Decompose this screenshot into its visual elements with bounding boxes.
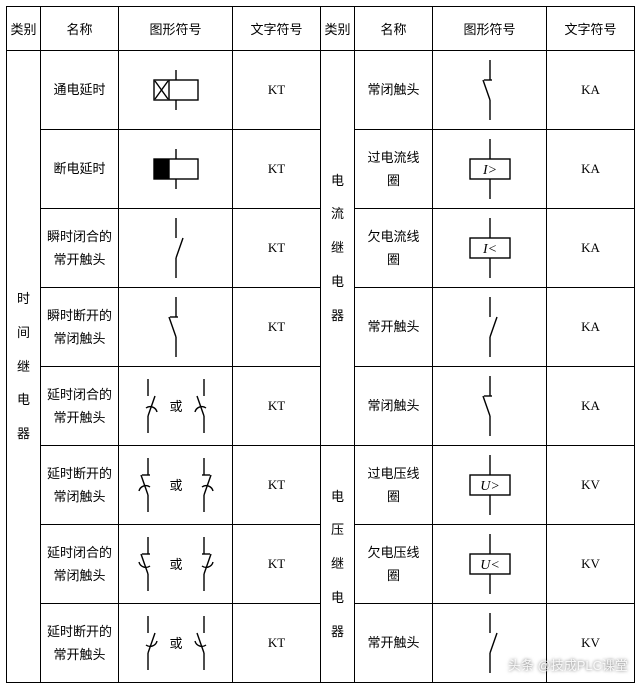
hdr-name-1: 名称 [41, 7, 119, 51]
name-cell: 延时断开的 常闭触头 [41, 446, 119, 525]
svg-text:I<: I< [481, 242, 496, 257]
nc-contact-icon [470, 60, 510, 120]
graphic-cell: 或 [119, 604, 233, 683]
hdr-category-2: 类别 [321, 7, 355, 51]
left-category: 时 间 继 电 器 [7, 51, 41, 683]
text-cell: KT [233, 604, 321, 683]
hdr-text-2: 文字符号 [547, 7, 635, 51]
table-row: 时 间 继 电 器 通电延时 KT 电 流 继 电 器 常闭触头 [7, 51, 635, 130]
graphic-cell [433, 288, 547, 367]
graphic-cell: I> [433, 130, 547, 209]
hdr-category-1: 类别 [7, 7, 41, 51]
name-cell: 延时断开的 常开触头 [41, 604, 119, 683]
svg-text:或: 或 [169, 478, 182, 493]
name-cell: 断电延时 [41, 130, 119, 209]
name-cell: 过电流线 圈 [355, 130, 433, 209]
text-cell: KT [233, 209, 321, 288]
undercurrent-coil-icon: I< [450, 218, 530, 278]
right-category-1: 电 流 继 电 器 [321, 51, 355, 446]
no-contact-icon [470, 613, 510, 673]
text-cell: KA [547, 288, 635, 367]
graphic-cell [119, 51, 233, 130]
text-cell: KT [233, 130, 321, 209]
graphic-cell [433, 604, 547, 683]
text-cell: KV [547, 446, 635, 525]
delay-close-no-icon: 或 [126, 376, 226, 436]
name-cell: 欠电流线 圈 [355, 209, 433, 288]
svg-text:或: 或 [169, 557, 182, 572]
off-delay-coil-icon [136, 149, 216, 189]
header-row: 类别 名称 图形符号 文字符号 类别 名称 图形符号 文字符号 [7, 7, 635, 51]
no-contact-icon [156, 218, 196, 278]
text-cell: KT [233, 288, 321, 367]
hdr-name-2: 名称 [355, 7, 433, 51]
text-cell: KT [233, 525, 321, 604]
text-cell: KT [233, 446, 321, 525]
no-contact-icon [470, 297, 510, 357]
graphic-cell: 或 [119, 525, 233, 604]
graphic-cell [433, 367, 547, 446]
svg-text:或: 或 [169, 636, 182, 651]
graphic-cell: 或 [119, 367, 233, 446]
name-cell: 常开触头 [355, 288, 433, 367]
name-cell: 延时闭合的 常开触头 [41, 367, 119, 446]
graphic-cell [119, 130, 233, 209]
graphic-cell: 或 [119, 446, 233, 525]
text-cell: KA [547, 130, 635, 209]
graphic-cell: I< [433, 209, 547, 288]
table-row: 延时断开的 常闭触头 或 [7, 446, 635, 525]
graphic-cell [433, 51, 547, 130]
text-cell: KV [547, 525, 635, 604]
name-cell: 欠电压线 圈 [355, 525, 433, 604]
delay-close-nc-icon: 或 [126, 534, 226, 594]
graphic-cell: U< [433, 525, 547, 604]
name-cell: 过电压线 圈 [355, 446, 433, 525]
text-cell: KT [233, 51, 321, 130]
name-cell: 常闭触头 [355, 367, 433, 446]
svg-text:或: 或 [169, 399, 182, 414]
hdr-graphic-1: 图形符号 [119, 7, 233, 51]
name-cell: 常开触头 [355, 604, 433, 683]
svg-text:U<: U< [480, 558, 500, 573]
name-cell: 通电延时 [41, 51, 119, 130]
on-delay-coil-icon [136, 70, 216, 110]
text-cell: KA [547, 209, 635, 288]
svg-text:U>: U> [480, 479, 500, 494]
text-cell: KA [547, 367, 635, 446]
nc-contact-icon [156, 297, 196, 357]
name-cell: 延时闭合的 常闭触头 [41, 525, 119, 604]
graphic-cell [119, 209, 233, 288]
text-cell: KT [233, 367, 321, 446]
hdr-graphic-2: 图形符号 [433, 7, 547, 51]
overvoltage-coil-icon: U> [450, 455, 530, 515]
undervoltage-coil-icon: U< [450, 534, 530, 594]
overcurrent-coil-icon: I> [450, 139, 530, 199]
name-cell: 瞬时断开的 常闭触头 [41, 288, 119, 367]
name-cell: 瞬时闭合的 常开触头 [41, 209, 119, 288]
graphic-cell: U> [433, 446, 547, 525]
text-cell: KA [547, 51, 635, 130]
graphic-cell [119, 288, 233, 367]
text-cell: KV [547, 604, 635, 683]
svg-text:I>: I> [481, 163, 496, 178]
relay-symbol-table: 类别 名称 图形符号 文字符号 类别 名称 图形符号 文字符号 时 间 继 电 … [6, 6, 635, 683]
delay-open-no-icon: 或 [126, 613, 226, 673]
right-category-2: 电 压 继 电 器 [321, 446, 355, 683]
delay-open-nc-icon: 或 [126, 455, 226, 515]
hdr-text-1: 文字符号 [233, 7, 321, 51]
nc-contact-icon [470, 376, 510, 436]
name-cell: 常闭触头 [355, 51, 433, 130]
